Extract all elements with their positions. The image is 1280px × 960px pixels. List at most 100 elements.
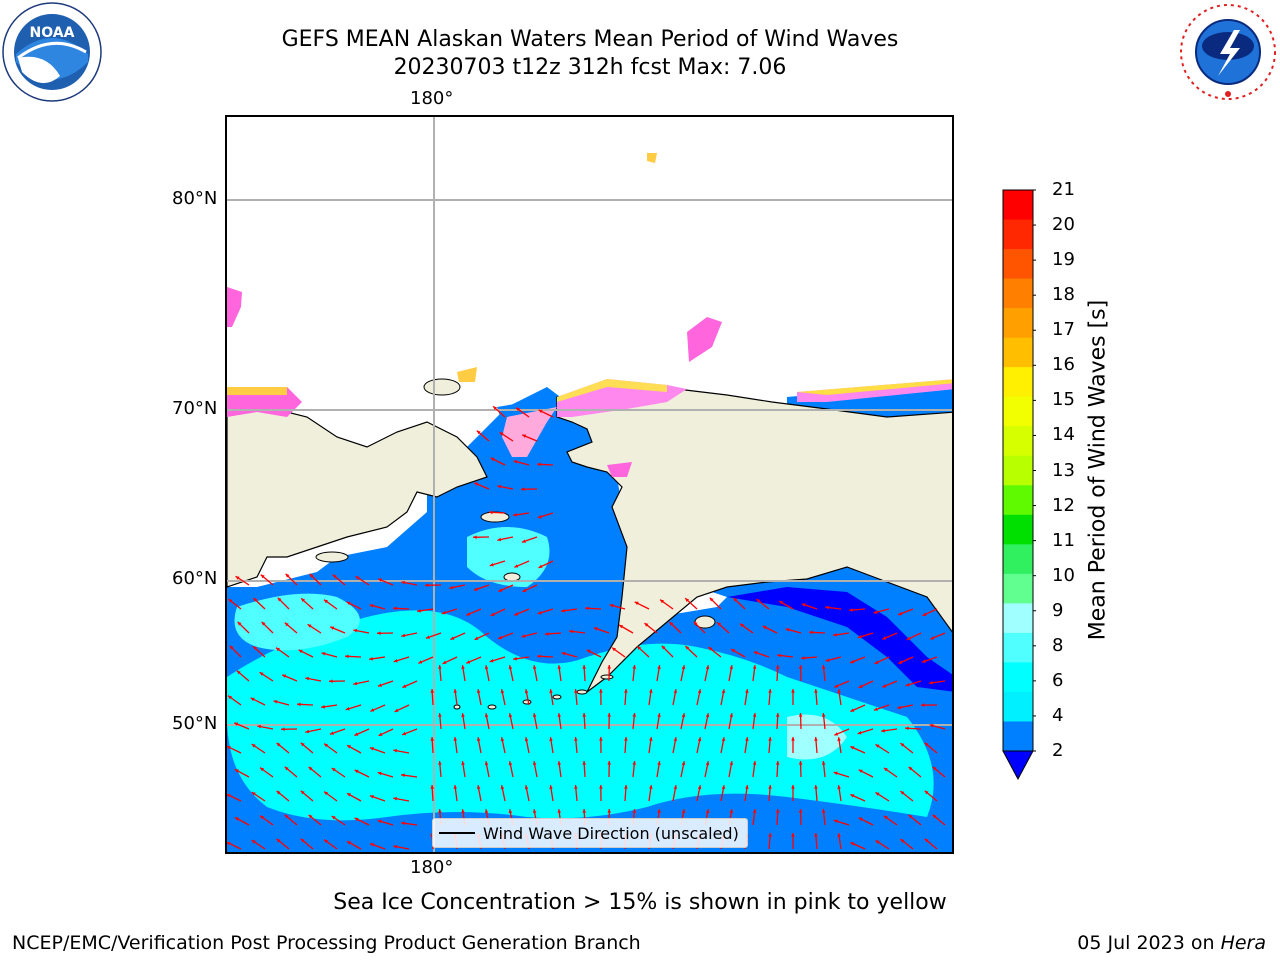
chukotka-bay xyxy=(315,551,349,563)
colorbar-segment xyxy=(1003,662,1033,693)
wind-wave-arrowhead xyxy=(298,649,303,654)
colorbar-tick-label: 12 xyxy=(1052,494,1075,516)
colorbar-segment xyxy=(1003,396,1033,427)
wind-wave-arrowhead xyxy=(897,705,902,710)
wind-wave-arrowhead xyxy=(906,636,911,640)
colorbar-segment xyxy=(1003,426,1033,457)
lat-label-50: 50°N xyxy=(172,713,218,734)
wind-wave-arrowhead xyxy=(814,833,818,837)
wind-wave-arrowhead xyxy=(930,636,935,640)
wind-wave-arrowhead xyxy=(644,623,649,627)
wind-wave-arrowhead xyxy=(921,703,925,707)
wind-wave-arrowhead xyxy=(402,731,407,736)
wind-wave-arrowhead xyxy=(821,761,826,765)
wind-wave-arrowhead xyxy=(259,672,264,676)
wind-wave-arrowhead xyxy=(814,689,818,693)
wind-wave-arrowhead xyxy=(752,713,757,717)
wind-wave-arrowhead xyxy=(775,761,780,765)
map-legend: Wind Wave Direction (unscaled) xyxy=(432,818,748,848)
wind-wave-arrowhead xyxy=(514,564,519,568)
colorbar-svg xyxy=(1002,189,1038,781)
wind-wave-arrowhead xyxy=(582,713,586,717)
wind-wave-arrowhead xyxy=(619,625,624,629)
wind-wave-arrowhead xyxy=(705,761,710,766)
wind-wave-arrowhead xyxy=(260,767,264,772)
wind-wave-arrowhead xyxy=(418,660,423,664)
wind-wave-arrowhead xyxy=(430,785,435,789)
wind-wave-arrowhead xyxy=(497,484,502,489)
wind-wave-arrowhead xyxy=(634,601,639,606)
wind-wave-arrowhead xyxy=(250,697,255,702)
wind-wave-arrowhead xyxy=(425,635,430,639)
wind-wave-arrowhead xyxy=(557,809,562,813)
wind-wave-arrowhead xyxy=(473,535,477,539)
wind-wave-arrowhead xyxy=(833,771,838,775)
colorbar-tick-label: 11 xyxy=(1052,529,1075,551)
wind-wave-arrowhead xyxy=(821,809,826,813)
wind-wave-arrowhead xyxy=(557,665,562,669)
wind-wave-arrowhead xyxy=(417,609,421,613)
wind-wave-arrowhead xyxy=(537,654,541,659)
wind-wave-arrowhead xyxy=(685,646,690,650)
wind-wave-arrowhead xyxy=(883,815,888,820)
wind-wave-arrowhead xyxy=(791,833,795,837)
wind-wave-arrowhead xyxy=(476,785,481,790)
wind-wave-arrowhead xyxy=(729,761,733,766)
wind-wave-arrowhead xyxy=(514,612,519,616)
wind-wave-arrowhead xyxy=(574,737,578,741)
wind-wave-arrowhead xyxy=(524,737,529,742)
wind-wave-arrowhead xyxy=(484,809,489,814)
wind-wave-arrowhead xyxy=(775,809,780,813)
wind-wave-arrowhead xyxy=(834,732,839,736)
wind-wave-arrowhead xyxy=(681,665,686,670)
wind-wave-arrowhead xyxy=(768,737,772,741)
wind-wave-arrowhead xyxy=(228,599,233,603)
legend-line-swatch xyxy=(439,832,475,834)
wind-wave-arrowhead xyxy=(499,432,504,436)
wind-wave-arrowhead xyxy=(697,737,702,742)
wind-wave-arrowhead xyxy=(637,646,641,650)
wind-wave-arrowhead xyxy=(791,737,795,741)
wind-wave-arrowhead xyxy=(377,631,381,635)
wind-wave-arrowhead xyxy=(801,603,806,607)
wind-wave-arrowhead xyxy=(585,606,589,611)
wind-wave-arrowhead xyxy=(369,843,374,847)
wind-wave-arrowhead xyxy=(850,794,855,798)
wind-wave-arrowhead xyxy=(837,833,841,837)
colorbar-segment xyxy=(1003,219,1033,250)
wind-wave-arrowhead xyxy=(430,737,435,741)
map-title: GEFS MEAN Alaskan Waters Mean Period of … xyxy=(281,27,899,52)
wind-wave-arrowhead xyxy=(378,732,383,736)
wind-wave-arrowhead xyxy=(453,689,458,693)
wind-wave-arrowhead xyxy=(681,761,686,766)
wind-wave-arrowhead xyxy=(857,730,862,735)
wind-wave-arrowhead xyxy=(673,737,678,742)
colorbar-tick-label: 8 xyxy=(1052,634,1064,656)
wind-wave-arrowhead xyxy=(476,737,481,742)
wind-wave-arrowhead xyxy=(791,785,795,789)
wind-wave-arrowhead xyxy=(453,785,458,789)
wind-wave-arrowhead xyxy=(345,654,349,659)
wind-wave-arrowhead xyxy=(284,766,289,771)
wind-wave-arrowhead xyxy=(649,737,653,741)
wind-wave-arrowhead xyxy=(308,766,313,771)
wind-wave-arrowhead xyxy=(484,665,489,670)
wind-wave-arrowhead xyxy=(929,680,933,685)
nws-logo xyxy=(1178,2,1278,106)
wind-wave-arrowhead xyxy=(276,790,281,795)
wind-wave-arrowhead xyxy=(632,665,636,669)
wind-wave-arrowhead xyxy=(850,746,855,750)
wind-wave-arrowhead xyxy=(538,564,543,568)
wind-wave-arrowhead xyxy=(234,722,239,726)
wind-wave-arrowhead xyxy=(438,809,442,813)
wind-wave-arrowhead xyxy=(557,713,562,717)
wind-wave-arrowhead xyxy=(237,621,242,626)
wind-wave-arrowhead xyxy=(858,684,863,688)
wind-wave-arrowhead xyxy=(307,624,312,628)
wind-wave-arrowhead xyxy=(900,743,905,747)
wind-wave-arrowhead xyxy=(768,785,772,789)
colorbar-tick-label: 20 xyxy=(1052,214,1075,236)
wind-wave-arrowhead xyxy=(779,601,784,605)
map-canvas xyxy=(227,117,952,852)
wind-wave-arrowhead xyxy=(393,606,397,611)
